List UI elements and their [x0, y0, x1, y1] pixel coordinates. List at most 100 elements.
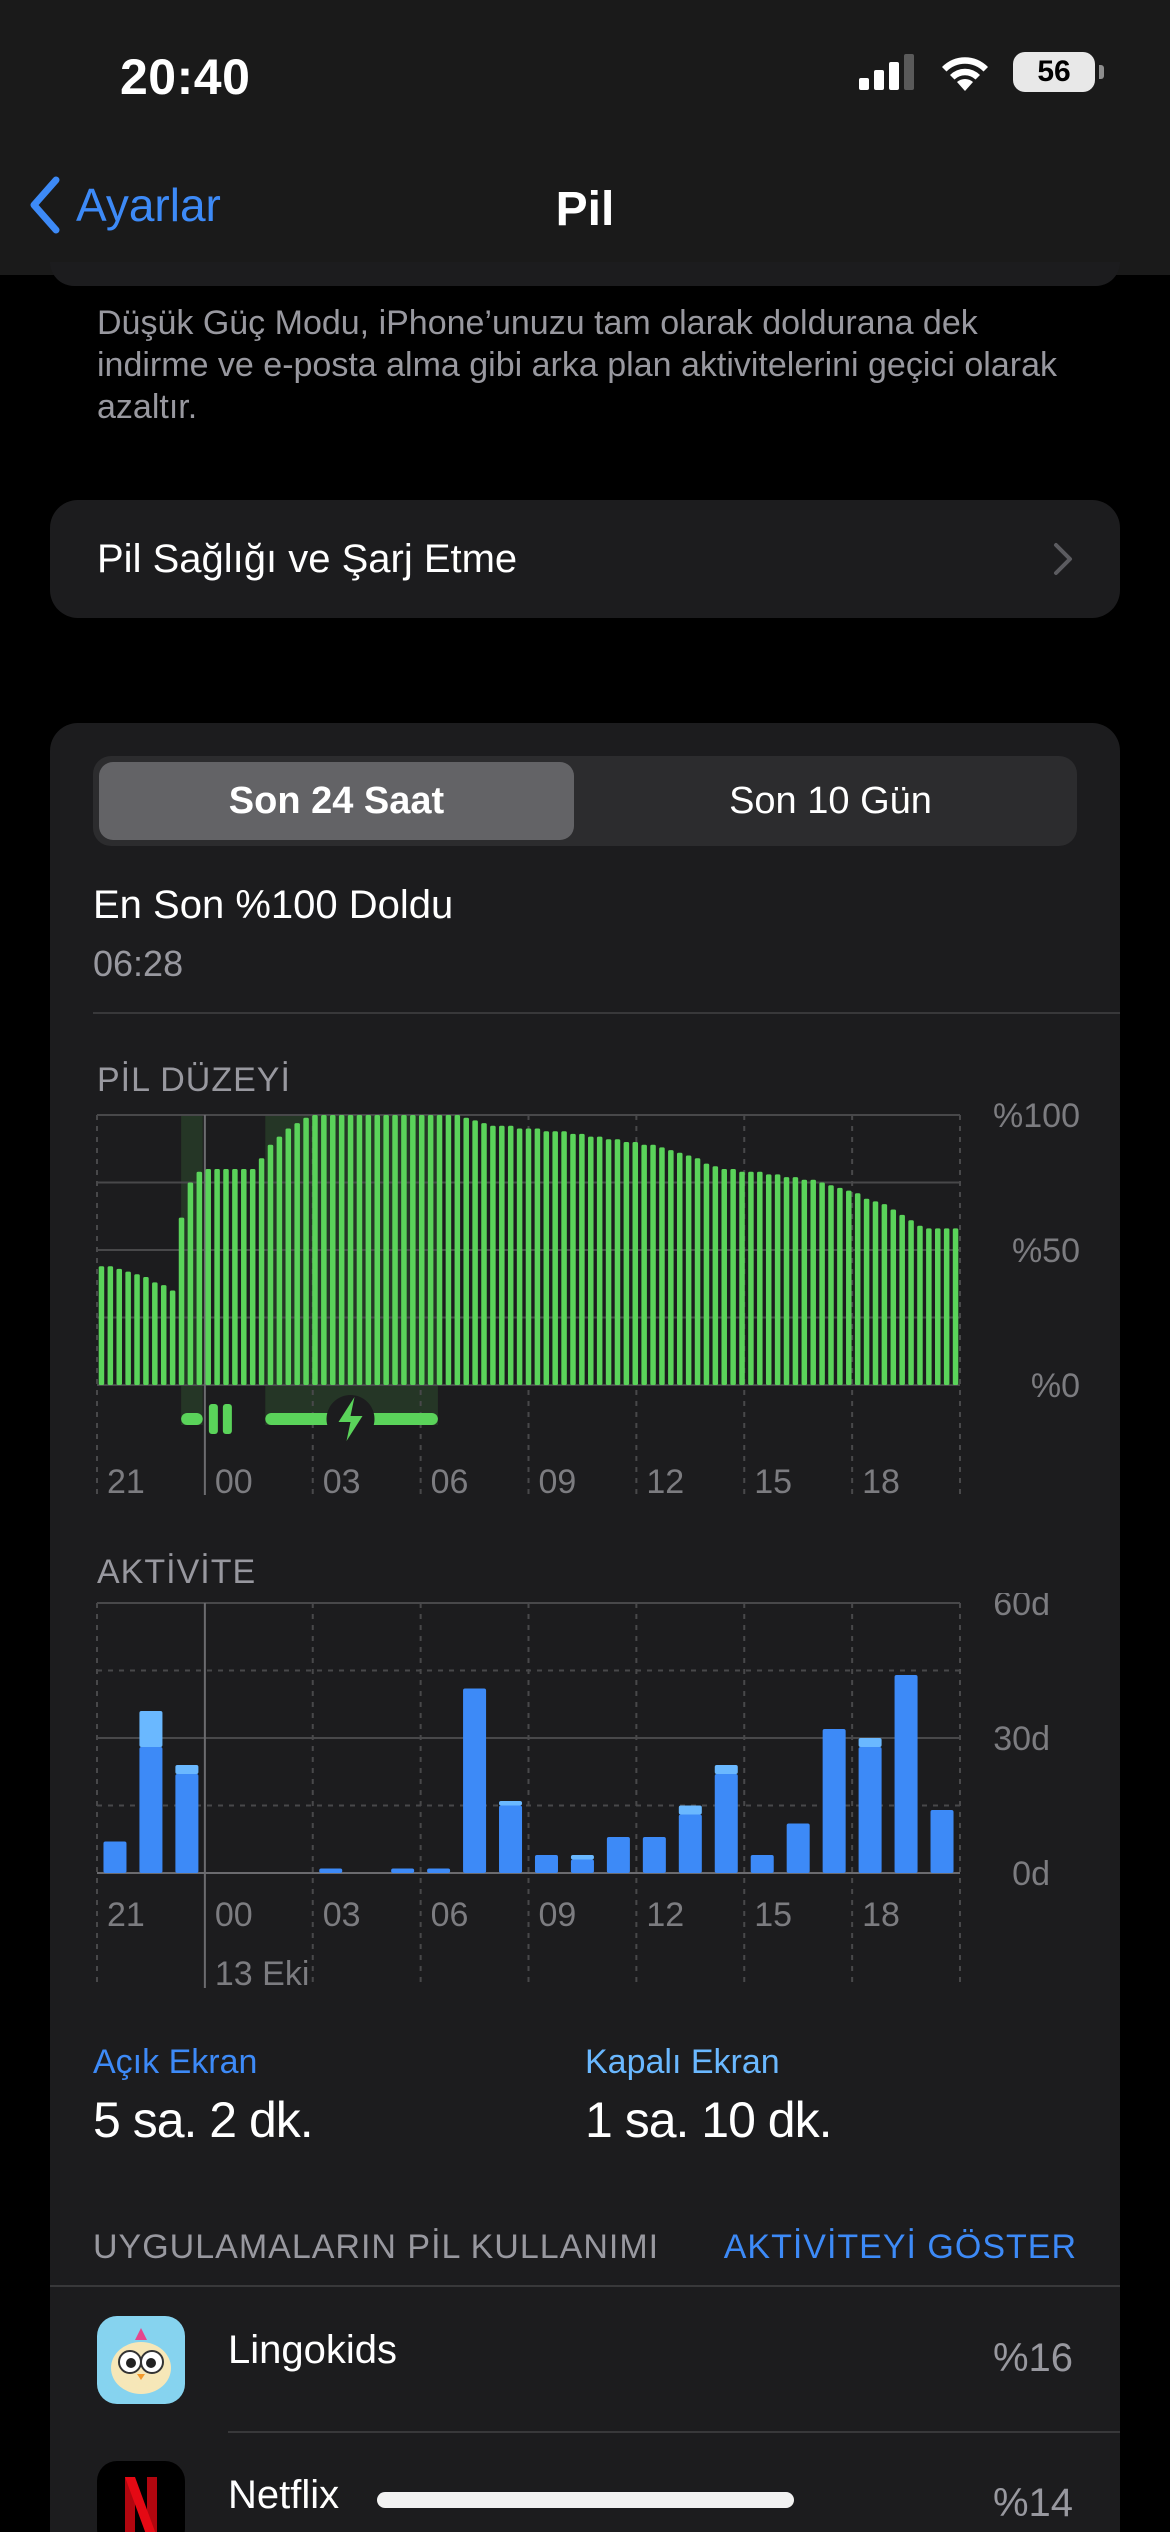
- activity-bar-screen-on: [463, 1688, 487, 1873]
- activity-bar-screen-off: [570, 1855, 594, 1860]
- battery-level: 56: [1037, 55, 1071, 88]
- battery-bar: [774, 1174, 781, 1385]
- pause-icon: [222, 1404, 232, 1434]
- battery-bar: [801, 1179, 808, 1385]
- battery-bar: [588, 1136, 594, 1385]
- battery-bar: [739, 1171, 745, 1385]
- battery-bar: [267, 1144, 274, 1385]
- screen-on-value: 5 sa. 2 dk.: [93, 2092, 314, 2148]
- battery-bar: [837, 1187, 843, 1385]
- battery-bar: [810, 1179, 816, 1385]
- activity-bar-screen-on: [894, 1675, 918, 1873]
- battery-bar: [410, 1115, 416, 1385]
- battery-bar: [623, 1142, 630, 1385]
- battery-bar: [846, 1190, 852, 1385]
- battery-bar: [365, 1115, 372, 1385]
- battery-bar: [196, 1171, 203, 1385]
- battery-health-label: Pil Sağlığı ve Şarj Etme: [97, 536, 518, 581]
- segment-last-10d[interactable]: Son 10 Gün: [729, 779, 932, 822]
- battery-bar: [819, 1182, 825, 1385]
- battery-bar: [605, 1139, 612, 1385]
- battery-bar: [561, 1131, 567, 1385]
- app-percent: %16: [992, 2336, 1073, 2380]
- activity-bar-screen-on: [103, 1841, 127, 1873]
- battery-bar: [312, 1115, 318, 1385]
- battery-bar: [454, 1115, 461, 1385]
- battery-usage-card: Son 24 Saat Son 10 Gün En Son %100 Doldu…: [50, 723, 1120, 2532]
- status-time: 20:40: [120, 49, 251, 105]
- show-activity-button[interactable]: AKTİVİTEYİ GÖSTER: [723, 2228, 1077, 2266]
- activity-bar-screen-off: [499, 1801, 523, 1806]
- battery-bar: [685, 1155, 692, 1385]
- x-tick-label: 18: [862, 1896, 900, 1934]
- battery-bar: [241, 1169, 247, 1385]
- activity-bar-screen-off: [678, 1805, 702, 1815]
- battery-level-title: PİL DÜZEYİ: [97, 1061, 291, 1099]
- activity-bar-screen-off: [175, 1765, 199, 1774]
- battery-bar: [650, 1144, 656, 1385]
- battery-bar: [356, 1115, 363, 1385]
- battery-bar: [98, 1266, 105, 1385]
- battery-bar: [294, 1123, 300, 1385]
- y-tick-label: 0d: [1012, 1855, 1050, 1893]
- battery-bar: [676, 1152, 683, 1385]
- battery-bar: [143, 1277, 149, 1385]
- battery-bar: [507, 1125, 514, 1385]
- charging-indicator: [181, 1413, 203, 1425]
- battery-bar: [338, 1115, 345, 1385]
- battery-bar: [579, 1133, 585, 1385]
- battery-bar: [641, 1144, 647, 1385]
- activity-bar-screen-on: [391, 1868, 415, 1873]
- x-tick-label: 12: [646, 1896, 684, 1934]
- activity-bar-screen-on: [139, 1747, 163, 1873]
- cellular-signal-icon: [859, 54, 914, 90]
- app-usage-header: UYGULAMALARIN PİL KULLANIMI AKTİVİTEYİ G…: [93, 2228, 1077, 2267]
- activity-bar-screen-on: [786, 1823, 810, 1873]
- battery-bar: [169, 1290, 176, 1385]
- divider: [228, 2431, 1120, 2433]
- battery-bar: [392, 1115, 398, 1385]
- segment-last-24h[interactable]: Son 24 Saat: [99, 762, 574, 840]
- chevron-right-icon: [1054, 543, 1072, 575]
- battery-bar: [872, 1201, 879, 1385]
- battery-bar: [374, 1115, 381, 1385]
- activity-bar-screen-off: [139, 1711, 163, 1747]
- status-icons: 56: [859, 52, 1104, 92]
- battery-bar: [748, 1171, 754, 1385]
- home-indicator: [377, 2492, 794, 2508]
- battery-bar: [401, 1115, 407, 1385]
- activity-bar-screen-on: [822, 1729, 846, 1873]
- app-row-netflix[interactable]: Netflix %14: [50, 2433, 1120, 2532]
- activity-bar-screen-on: [319, 1868, 343, 1873]
- x-tick-label: 21: [107, 1463, 145, 1501]
- battery-bar: [721, 1169, 727, 1385]
- activity-bar-screen-on: [499, 1805, 523, 1873]
- battery-bar: [543, 1131, 550, 1385]
- app-usage-title: UYGULAMALARIN PİL KULLANIMI: [93, 2228, 660, 2266]
- x-tick-label: 06: [431, 1896, 469, 1934]
- chevron-left-icon: [30, 176, 60, 234]
- x-tick-label: 00: [215, 1463, 253, 1501]
- app-row-lingokids[interactable]: Lingokids %16: [50, 2288, 1120, 2433]
- battery-bar: [926, 1228, 932, 1385]
- activity-title: AKTİVİTE: [97, 1553, 257, 1591]
- bolt-icon: [338, 1397, 363, 1441]
- wifi-icon: [942, 57, 988, 91]
- battery-bar: [330, 1115, 336, 1385]
- battery-bar: [223, 1169, 229, 1385]
- battery-health-row[interactable]: Pil Sağlığı ve Şarj Etme: [50, 500, 1120, 618]
- divider: [93, 1012, 1120, 1014]
- battery-level-chart: %100 %50 %0 21 00 03 06 09 12 15 18: [96, 1103, 1080, 1501]
- battery-bar: [499, 1125, 505, 1385]
- low-power-footer: Düşük Güç Modu, iPhone’unuzu tam olarak …: [97, 304, 1058, 426]
- x-tick-label: 03: [323, 1463, 361, 1501]
- activity-chart: 60d 30d 0d 21 00 03 06 09 12 15 18 13 Eki: [96, 1593, 1050, 1993]
- battery-bar: [694, 1158, 701, 1385]
- activity-bar-screen-on: [427, 1868, 451, 1873]
- netflix-icon: [97, 2461, 185, 2532]
- time-range-segmented-control: Son 24 Saat Son 10 Gün: [93, 756, 1077, 846]
- battery-bar: [570, 1133, 576, 1385]
- back-button[interactable]: Ayarlar: [28, 170, 221, 240]
- lingokids-icon: [97, 2316, 185, 2404]
- screen-off-label: Kapalı Ekran: [585, 2043, 780, 2081]
